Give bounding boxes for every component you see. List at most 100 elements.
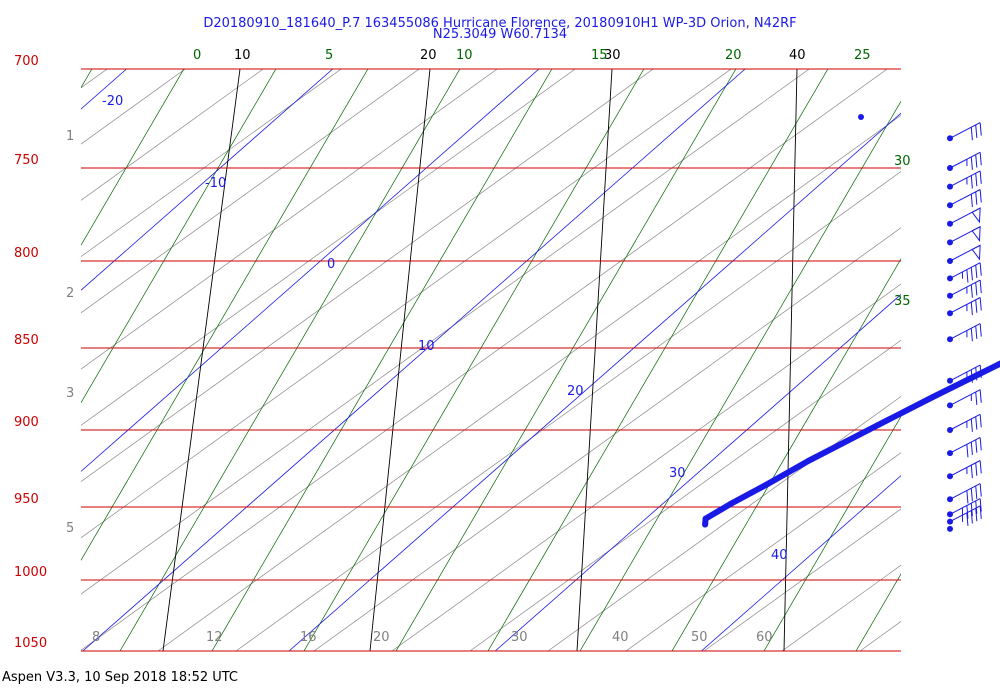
wind-barb-feather (979, 483, 982, 497)
dry-adiabat-label: 8 (92, 630, 100, 645)
isotherm (81, 69, 333, 291)
temperature-profile-line (702, 360, 1000, 528)
moist-adiabat (579, 100, 901, 651)
dry-adiabat-label: 40 (612, 630, 629, 645)
moist-adiabat-label: 25 (854, 48, 871, 63)
moist-adiabat-label: 0 (193, 48, 201, 63)
wind-barb-feather (979, 498, 982, 512)
wind-barb-staff (949, 389, 981, 406)
mixing-ratio-line (369, 69, 431, 651)
isotherm-label: 40 (771, 548, 788, 563)
wind-barb-staff (949, 189, 981, 206)
moist-adiabat (119, 69, 461, 651)
mixing-ratio-label: 20 (420, 48, 437, 63)
dry-adiabat-label: 30 (511, 630, 528, 645)
wind-barb-feather (970, 194, 973, 208)
wind-barb-feather (970, 418, 973, 432)
wind-barb-feather (975, 173, 978, 187)
dry-adiabat (0, 0, 172, 651)
moist-adiabat (671, 258, 901, 651)
isotherm (494, 293, 901, 651)
dry-adiabat (313, 227, 901, 651)
wind-barb-staff (949, 122, 981, 139)
wind-barb-feather (979, 122, 982, 136)
temperature-profile-point (858, 114, 864, 120)
moist-adiabat (487, 69, 829, 651)
mixing-ratio-line (783, 69, 798, 651)
dry-adiabat-label: 16 (300, 630, 317, 645)
wind-barb-flag (971, 225, 981, 242)
wind-barb-feather (975, 154, 978, 168)
isotherm (908, 69, 1000, 651)
wind-barb-feather (979, 505, 982, 519)
mixing-ratio-line (576, 69, 613, 651)
mixing-ratio-label: 10 (234, 48, 251, 63)
wind-barb-feather (979, 365, 982, 379)
dry-adiabat (81, 69, 576, 426)
dry-adiabat (938, 0, 1000, 651)
moist-adiabat-label: 30 (894, 154, 911, 169)
wind-barb-staff (949, 460, 981, 477)
wind-barb-feather (975, 462, 978, 476)
moist-adiabat (211, 69, 553, 651)
dry-adiabat (81, 69, 342, 258)
dry-adiabat (547, 396, 901, 651)
moist-adiabat (763, 415, 901, 651)
wind-barb-feather (970, 441, 973, 456)
wind-barb-feather (979, 460, 982, 474)
wind-barb-staff (949, 262, 981, 279)
dry-adiabat (859, 621, 901, 651)
temperature-profile-point (727, 500, 734, 507)
wind-barb-feather (975, 391, 978, 406)
altitude-label: 3 (66, 386, 74, 401)
dry-adiabat-label: 60 (756, 630, 773, 645)
moist-adiabat (948, 0, 1000, 651)
moist-adiabat (81, 69, 277, 404)
wind-barb-flag (971, 207, 981, 224)
wind-barb-feather (979, 262, 982, 276)
pressure-label: 700 (14, 54, 39, 69)
moist-adiabat-label: 10 (456, 48, 473, 63)
wind-barb-staff (949, 151, 981, 169)
wind-barb-staff (949, 323, 981, 340)
wind-barb-staff (949, 413, 981, 431)
wind-barb-staff (949, 170, 981, 188)
wind-barb-feather (970, 328, 973, 342)
wind-barb-feather (975, 508, 978, 522)
pressure-label: 800 (14, 246, 39, 261)
temperature-profile-point (764, 480, 771, 487)
chart-grid (0, 0, 1000, 651)
wind-barb-feather (970, 127, 973, 141)
wind-barb-feather (979, 170, 982, 184)
wind-barb-staff (949, 297, 981, 314)
moist-adiabat (395, 69, 737, 651)
wind-barb-feather (970, 156, 973, 170)
temperature-profile-point (995, 361, 1000, 368)
dry-adiabat (469, 339, 901, 651)
mixing-ratio-label: 30 (604, 48, 621, 63)
moist-adiabat (855, 573, 901, 651)
dry-adiabat (157, 114, 901, 651)
pressure-label: 1000 (14, 565, 47, 580)
dry-adiabat (81, 69, 420, 314)
wind-barb-staff (949, 505, 981, 523)
dry-adiabat (81, 69, 186, 145)
isotherm-label: 0 (327, 257, 335, 272)
isotherm-label: -20 (102, 94, 123, 109)
dry-adiabat (781, 564, 901, 651)
wind-barb-feather (979, 152, 982, 166)
wind-barb-feather (970, 284, 973, 298)
wind-barb-feather (979, 189, 982, 203)
wind-barb-feather (966, 490, 969, 504)
wind-barb-feather (975, 299, 978, 313)
wind-barb-feather (975, 485, 978, 499)
dry-adiabat (235, 171, 901, 651)
isotherm-label: 20 (567, 384, 584, 399)
wind-barb-feather (975, 191, 978, 205)
wind-barb-feather (975, 282, 978, 296)
isotherm-label: -10 (205, 176, 226, 191)
mixing-ratio-label: 40 (789, 48, 806, 63)
pressure-label: 900 (14, 415, 39, 430)
moist-adiabat-label: 5 (325, 48, 333, 63)
